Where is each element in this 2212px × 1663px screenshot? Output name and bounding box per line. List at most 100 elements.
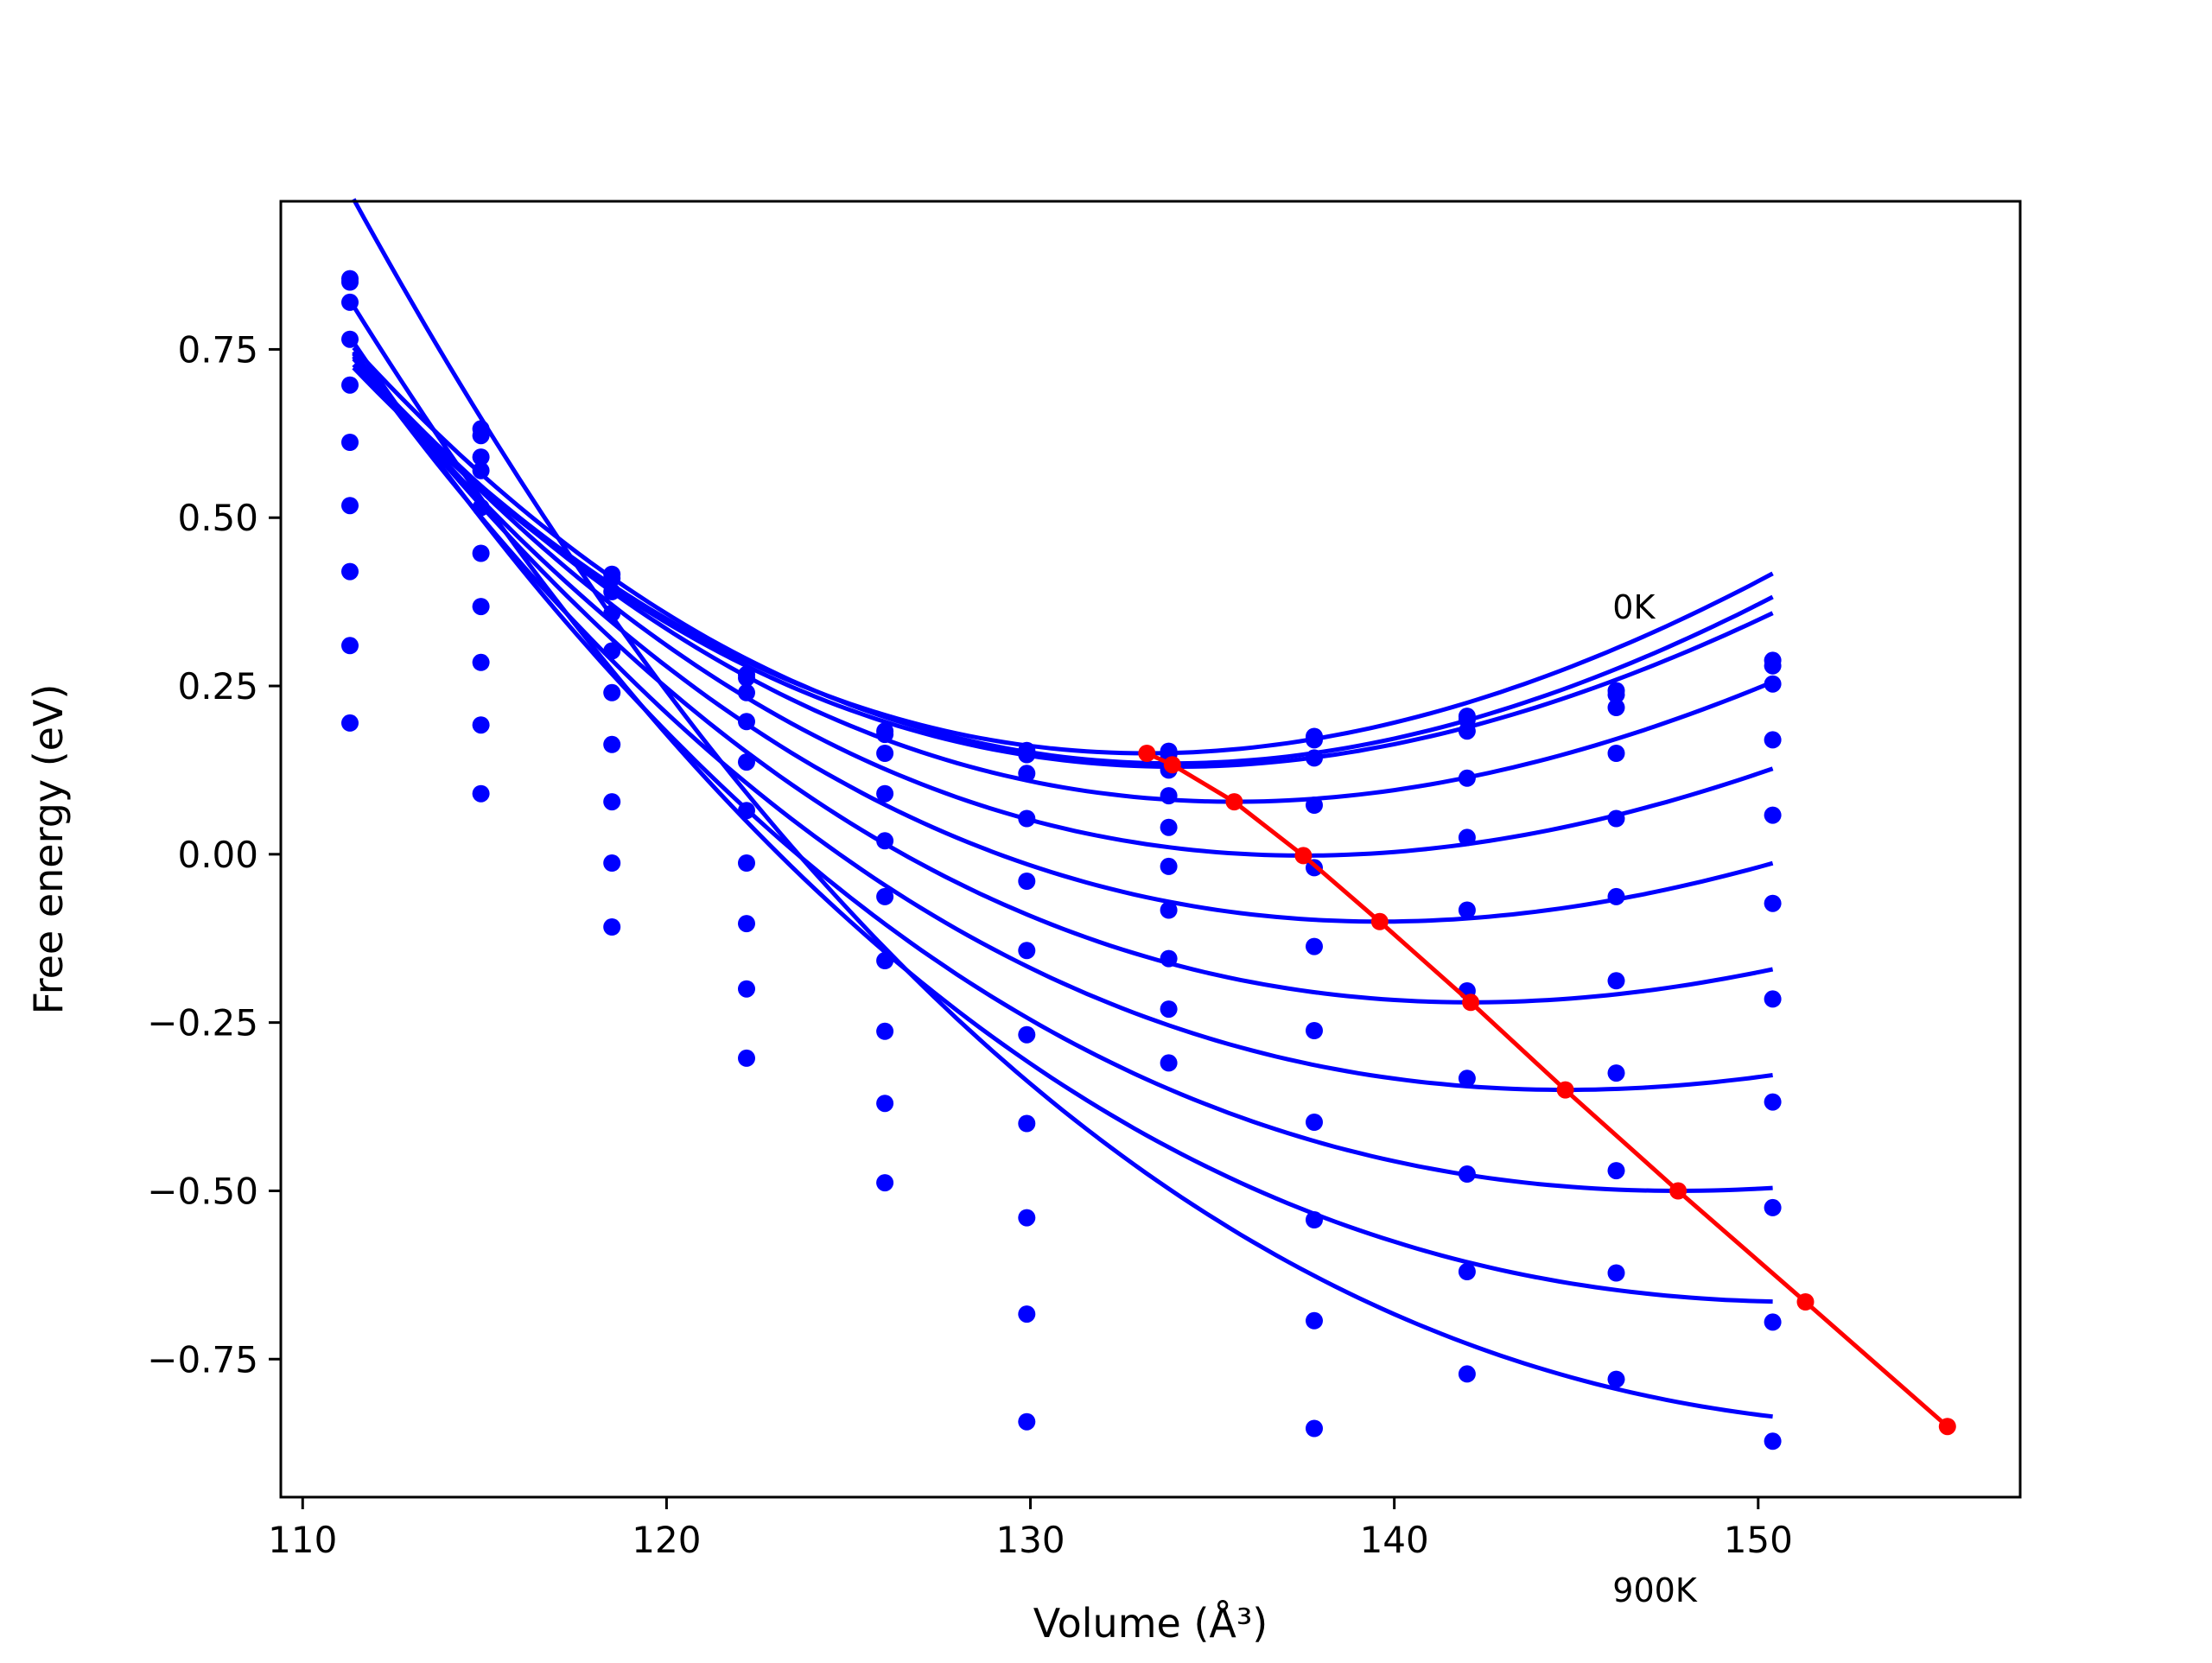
isotherm-fit-curve-6 bbox=[352, 350, 1774, 1005]
isotherm-point-1-10 bbox=[1764, 657, 1782, 675]
isotherm-point-6-1 bbox=[472, 598, 490, 616]
isotherm-point-10-5 bbox=[1018, 1412, 1036, 1431]
isotherm-point-9-7 bbox=[1306, 1311, 1323, 1330]
y-tick-label-2: −0.25 bbox=[147, 1002, 258, 1044]
isotherm-point-6-6 bbox=[1160, 901, 1178, 919]
isotherm-point-2-9 bbox=[1607, 699, 1625, 716]
isotherm-point-8-5 bbox=[1018, 1209, 1036, 1227]
annotations: 0K 900K bbox=[1612, 588, 1698, 1609]
isotherm-point-2-10 bbox=[1764, 675, 1782, 693]
isotherm-point-10-9 bbox=[1607, 1370, 1625, 1388]
isotherm-point-6-2 bbox=[603, 735, 621, 753]
isotherm-point-1-7 bbox=[1306, 731, 1323, 749]
isotherm-point-7-6 bbox=[1160, 949, 1178, 968]
isotherm-point-4-0 bbox=[341, 376, 359, 394]
isotherm-point-2-8 bbox=[1458, 722, 1476, 740]
minimum-path-point-7 bbox=[1669, 1182, 1688, 1200]
isotherm-point-4-10 bbox=[1764, 806, 1782, 824]
isotherm-fit-curve-4 bbox=[352, 354, 1774, 858]
isotherm-fit-curve-3 bbox=[352, 357, 1774, 804]
isotherm-point-5-8 bbox=[1458, 901, 1476, 919]
isotherm-point-1-9 bbox=[1607, 686, 1625, 704]
isotherm-fit-curve-0 bbox=[352, 363, 1774, 756]
minimum-path-line bbox=[1146, 751, 1949, 1429]
isotherm-point-5-3 bbox=[738, 802, 755, 820]
x-tick-label-4: 150 bbox=[1724, 1519, 1793, 1561]
isotherm-point-6-9 bbox=[1607, 972, 1625, 990]
isotherm-point-8-2 bbox=[603, 854, 621, 872]
isotherm-point-9-0 bbox=[341, 714, 359, 732]
isotherm-point-10-7 bbox=[1306, 1419, 1323, 1438]
plot-area-frame bbox=[279, 200, 2022, 1499]
isotherm-point-4-2 bbox=[603, 642, 621, 660]
isotherm-point-2-1 bbox=[472, 448, 490, 467]
minimum-path-point-5 bbox=[1462, 993, 1480, 1012]
isotherm-point-5-1 bbox=[472, 544, 490, 562]
isotherm-point-9-5 bbox=[1018, 1305, 1036, 1323]
isotherm-point-5-6 bbox=[1160, 857, 1178, 875]
y-tick-label-5: 0.50 bbox=[177, 497, 258, 539]
isotherm-point-1-1 bbox=[472, 427, 490, 445]
minimum-path-point-8 bbox=[1796, 1293, 1815, 1311]
isotherm-point-6-5 bbox=[1018, 1025, 1036, 1044]
isotherm-point-7-3 bbox=[738, 915, 755, 933]
isotherm-point-10-8 bbox=[1458, 1365, 1476, 1383]
isotherm-point-6-0 bbox=[341, 497, 359, 515]
isotherm-point-7-10 bbox=[1764, 1093, 1782, 1111]
isotherm-point-7-5 bbox=[1018, 1114, 1036, 1133]
isotherm-fit-curve-1 bbox=[352, 346, 1774, 766]
isotherm-point-2-5 bbox=[1018, 765, 1036, 783]
isotherm-point-8-6 bbox=[1160, 1000, 1178, 1019]
isotherm-point-4-9 bbox=[1607, 809, 1625, 828]
isotherm-point-3-3 bbox=[738, 713, 755, 731]
isotherm-point-8-10 bbox=[1764, 1198, 1782, 1216]
isotherm-point-3-7 bbox=[1306, 797, 1323, 814]
y-tick-label-4: 0.25 bbox=[177, 665, 258, 708]
isotherm-point-4-5 bbox=[1018, 873, 1036, 890]
isotherm-point-4-1 bbox=[472, 498, 490, 517]
y-tick-label-6: 0.75 bbox=[177, 328, 258, 371]
isotherm-point-5-0 bbox=[341, 434, 359, 451]
isotherm-point-3-6 bbox=[1160, 787, 1178, 805]
annotation-0: 0K bbox=[1612, 588, 1656, 626]
y-tick-label-0: −0.75 bbox=[147, 1338, 258, 1381]
isotherm-point-1-3 bbox=[738, 669, 755, 687]
isotherm-point-1-2 bbox=[603, 569, 621, 587]
isotherm-point-10-10 bbox=[1764, 1432, 1782, 1450]
isotherm-point-7-4 bbox=[876, 1022, 894, 1040]
isotherm-point-3-5 bbox=[1018, 809, 1036, 828]
isotherm-point-8-0 bbox=[341, 637, 359, 655]
isotherm-point-3-8 bbox=[1458, 769, 1476, 787]
minimum-path-point-1 bbox=[1163, 756, 1181, 774]
isotherm-point-5-9 bbox=[1607, 887, 1625, 905]
isotherm-point-5-2 bbox=[603, 683, 621, 701]
isotherm-point-9-9 bbox=[1607, 1264, 1625, 1282]
isotherm-point-7-7 bbox=[1306, 1114, 1323, 1131]
isotherm-point-2-3 bbox=[738, 683, 755, 701]
isotherm-point-1-4 bbox=[876, 726, 894, 744]
isotherm-point-6-7 bbox=[1306, 1022, 1323, 1039]
isotherm-point-2-4 bbox=[876, 745, 894, 762]
isotherm-point-6-4 bbox=[876, 952, 894, 969]
isotherm-point-4-6 bbox=[1160, 818, 1178, 836]
isotherm-point-9-4 bbox=[876, 1174, 894, 1192]
minimum-path-point-9 bbox=[1938, 1418, 1956, 1436]
isotherm-point-2-2 bbox=[603, 582, 621, 600]
isotherm-point-9-3 bbox=[738, 1049, 755, 1067]
isotherm-point-8-4 bbox=[876, 1095, 894, 1113]
isotherm-points bbox=[341, 270, 1782, 1450]
isotherm-point-8-3 bbox=[738, 980, 755, 998]
minimum-path-point-3 bbox=[1294, 847, 1313, 865]
isotherm-point-7-8 bbox=[1458, 1070, 1476, 1088]
x-tick-label-2: 130 bbox=[995, 1519, 1065, 1561]
y-tick-label-3: 0.00 bbox=[177, 834, 258, 876]
isotherm-point-2-0 bbox=[341, 293, 359, 311]
isotherm-point-8-1 bbox=[472, 716, 490, 734]
isotherm-point-5-4 bbox=[876, 887, 894, 905]
isotherm-fit-curve-9 bbox=[352, 304, 1773, 1304]
isotherm-point-1-5 bbox=[1018, 746, 1036, 764]
isotherm-point-3-2 bbox=[603, 604, 621, 622]
isotherm-point-8-8 bbox=[1458, 1165, 1476, 1183]
